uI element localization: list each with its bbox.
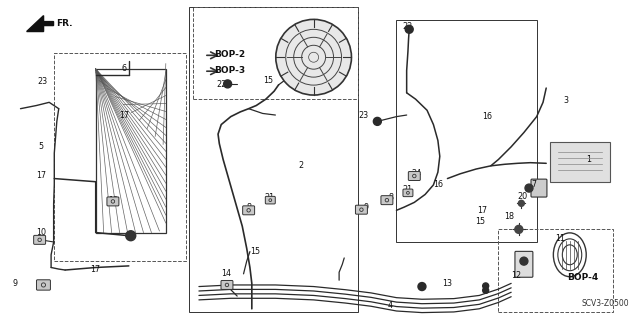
Text: 9: 9 (364, 203, 369, 211)
Text: 17: 17 (477, 206, 488, 215)
Circle shape (405, 25, 413, 33)
Text: 6: 6 (121, 64, 126, 73)
Bar (193, 7, 358, 99)
Text: 2: 2 (298, 161, 303, 170)
Text: 11: 11 (556, 234, 565, 243)
FancyBboxPatch shape (531, 179, 547, 197)
Text: BOP-2: BOP-2 (214, 50, 245, 59)
Bar (396, 20, 537, 242)
Text: 16: 16 (433, 181, 444, 189)
Text: SCV3-Z0500: SCV3-Z0500 (581, 299, 628, 308)
Circle shape (525, 184, 533, 192)
Text: BOP-3: BOP-3 (214, 66, 245, 75)
FancyBboxPatch shape (408, 172, 420, 181)
Text: 8: 8 (389, 193, 394, 202)
FancyBboxPatch shape (107, 197, 119, 206)
Circle shape (373, 117, 381, 125)
Circle shape (515, 226, 523, 234)
Text: 7: 7 (532, 180, 537, 189)
FancyBboxPatch shape (34, 235, 45, 244)
Text: 19: 19 (108, 196, 118, 205)
Circle shape (518, 200, 524, 206)
FancyBboxPatch shape (355, 205, 367, 214)
Text: 17: 17 (118, 111, 129, 120)
Text: 21: 21 (403, 185, 413, 194)
Text: 22: 22 (402, 22, 412, 31)
Text: 5: 5 (38, 142, 44, 151)
Text: 13: 13 (442, 279, 452, 288)
FancyBboxPatch shape (403, 189, 413, 197)
Text: 8: 8 (246, 203, 251, 211)
FancyBboxPatch shape (36, 280, 51, 290)
Bar (189, 7, 358, 312)
FancyBboxPatch shape (381, 196, 393, 204)
Text: 21: 21 (264, 193, 274, 202)
Polygon shape (27, 16, 54, 32)
Text: 9: 9 (13, 279, 18, 288)
Text: 1: 1 (586, 155, 591, 164)
Text: BOP-4: BOP-4 (567, 272, 598, 281)
Text: 17: 17 (36, 171, 46, 180)
Text: 17: 17 (91, 264, 100, 274)
Text: 22: 22 (216, 80, 227, 89)
Circle shape (483, 283, 489, 289)
Circle shape (223, 80, 232, 88)
Text: 12: 12 (511, 271, 522, 280)
Text: 15: 15 (262, 76, 273, 85)
FancyBboxPatch shape (550, 142, 610, 182)
Text: 15: 15 (250, 247, 260, 256)
Circle shape (418, 283, 426, 291)
FancyBboxPatch shape (515, 251, 533, 277)
FancyBboxPatch shape (266, 197, 275, 204)
Text: 10: 10 (36, 228, 46, 237)
Ellipse shape (276, 19, 351, 95)
Bar (96, 69, 166, 233)
Text: 20: 20 (518, 192, 528, 202)
Text: FR.: FR. (56, 19, 73, 28)
Text: 24: 24 (412, 169, 422, 178)
Text: 18: 18 (504, 212, 515, 221)
Text: 16: 16 (482, 112, 492, 121)
Text: 14: 14 (221, 269, 231, 278)
FancyBboxPatch shape (221, 280, 233, 289)
Text: 3: 3 (563, 96, 568, 105)
Text: 23: 23 (358, 111, 369, 120)
Text: 4: 4 (388, 301, 392, 310)
FancyBboxPatch shape (243, 206, 255, 215)
Bar (54, 53, 186, 261)
Circle shape (483, 287, 489, 293)
Text: 15: 15 (476, 217, 486, 226)
Circle shape (520, 257, 528, 265)
Circle shape (126, 231, 136, 241)
Text: 23: 23 (38, 77, 48, 86)
Bar (499, 229, 613, 312)
